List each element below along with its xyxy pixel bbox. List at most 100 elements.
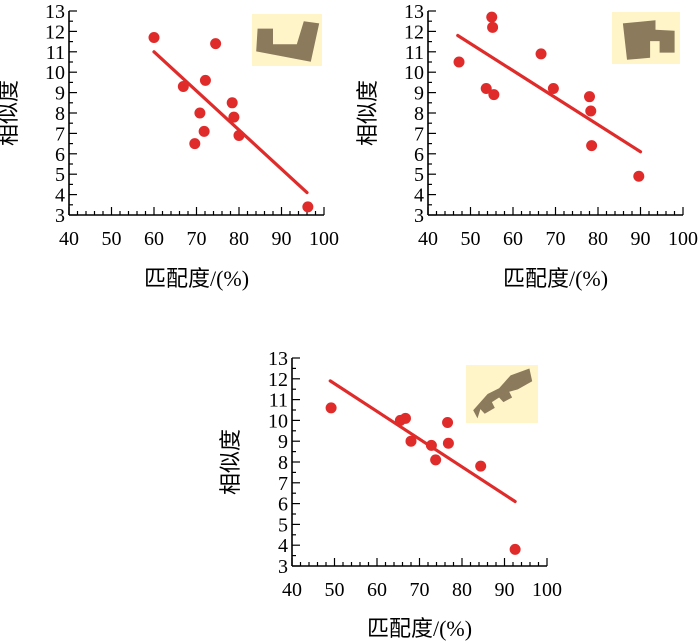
scatter-point <box>199 74 211 86</box>
scatter-point <box>405 435 417 447</box>
y-tick-label: 4 <box>55 185 65 207</box>
scatter-point <box>488 89 500 101</box>
scatter-point <box>487 21 499 33</box>
l-shaped-building-icon-shape <box>256 21 320 62</box>
y-tick-label: 13 <box>404 1 424 23</box>
y-tick-label: 9 <box>414 83 424 105</box>
x-tick-label: 80 <box>452 579 472 601</box>
x-tick-label: 60 <box>144 228 164 250</box>
scatter-point <box>535 48 547 60</box>
y-tick-label: 12 <box>45 21 65 43</box>
trend-line <box>152 50 309 195</box>
scatter-point <box>547 83 559 95</box>
scatter-point <box>586 140 598 152</box>
notched-building-icon <box>622 20 675 60</box>
scatter-point <box>633 170 645 182</box>
y-tick-label: 10 <box>268 410 288 432</box>
scatter-point <box>189 138 201 150</box>
x-tick-label: 60 <box>367 579 387 601</box>
x-tick-label: 100 <box>532 579 562 601</box>
y-tick-label: 7 <box>55 123 65 145</box>
scatter-point <box>442 416 454 428</box>
scatter-point <box>486 11 498 23</box>
x-axis-label: 匹配度/(%) <box>503 266 608 291</box>
y-tick-label: 8 <box>278 452 288 474</box>
x-tick-label: 40 <box>282 579 302 601</box>
y-tick-label: 8 <box>414 103 424 125</box>
x-tick-label: 50 <box>461 228 481 250</box>
y-tick-label: 11 <box>405 42 424 64</box>
scatter-point <box>194 107 206 119</box>
scatter-point <box>442 437 454 449</box>
scatter-point <box>475 460 487 472</box>
x-tick-label: 50 <box>102 228 122 250</box>
scatter-point <box>325 402 337 414</box>
y-tick-label: 6 <box>414 144 424 166</box>
scatter-point <box>210 38 222 50</box>
scatter-point <box>509 543 521 555</box>
y-tick-label: 6 <box>278 494 288 516</box>
scatter-point <box>226 97 238 109</box>
x-tick-label: 100 <box>309 228 339 250</box>
x-tick-label: 40 <box>59 228 79 250</box>
y-tick-label: 8 <box>55 103 65 125</box>
y-axis-label: 相似度 <box>0 80 21 146</box>
y-tick-label: 3 <box>414 205 424 227</box>
x-axis-label: 匹配度/(%) <box>367 616 472 641</box>
l-shaped-building-icon <box>256 21 320 62</box>
scatter-point <box>302 201 314 213</box>
x-tick-label: 70 <box>546 228 566 250</box>
y-tick-label: 12 <box>404 21 424 43</box>
y-tick-label: 13 <box>45 1 65 23</box>
trend-line <box>328 379 517 504</box>
scatter-point <box>148 32 160 44</box>
y-axis-label: 相似度 <box>218 429 243 495</box>
scatter-point <box>228 111 240 123</box>
y-tick-label: 6 <box>55 144 65 166</box>
scatter-point <box>198 125 210 137</box>
key-shaped-building-icon <box>473 368 533 419</box>
x-tick-label: 90 <box>495 579 515 601</box>
y-tick-label: 5 <box>414 164 424 186</box>
x-tick-label: 70 <box>187 228 207 250</box>
scatter-point <box>453 56 465 68</box>
y-tick-label: 7 <box>278 473 288 495</box>
scatter-point <box>430 454 442 466</box>
x-tick-label: 40 <box>418 228 438 250</box>
y-tick-label: 5 <box>278 514 288 536</box>
scatter-point <box>425 439 437 451</box>
y-tick-label: 12 <box>268 369 288 391</box>
x-tick-label: 90 <box>631 228 651 250</box>
x-tick-label: 80 <box>588 228 608 250</box>
x-axis-label: 匹配度/(%) <box>144 266 249 291</box>
scatter-point <box>584 91 595 103</box>
x-tick-label: 70 <box>410 579 430 601</box>
y-tick-label: 11 <box>269 390 288 412</box>
x-tick-label: 90 <box>272 228 292 250</box>
y-tick-label: 3 <box>278 556 288 578</box>
y-tick-label: 9 <box>278 431 288 453</box>
x-tick-label: 100 <box>668 228 698 250</box>
y-tick-label: 10 <box>45 62 65 84</box>
key-shaped-building-icon-shape <box>473 368 533 419</box>
scatter-point <box>585 105 597 117</box>
x-tick-label: 80 <box>229 228 249 250</box>
y-tick-label: 10 <box>404 62 424 84</box>
scatter-point <box>480 83 492 95</box>
y-tick-label: 5 <box>55 164 65 186</box>
scatter-point <box>233 129 245 141</box>
y-axis-label: 相似度 <box>355 80 380 146</box>
y-tick-label: 4 <box>414 185 424 207</box>
scatter-point <box>399 412 411 424</box>
y-tick-label: 3 <box>55 205 65 227</box>
notched-building-icon-shape <box>622 20 675 60</box>
y-tick-label: 11 <box>46 42 65 64</box>
scatter-point <box>177 80 189 92</box>
y-tick-label: 13 <box>268 348 288 370</box>
y-tick-label: 9 <box>55 83 65 105</box>
y-tick-label: 4 <box>278 535 288 557</box>
